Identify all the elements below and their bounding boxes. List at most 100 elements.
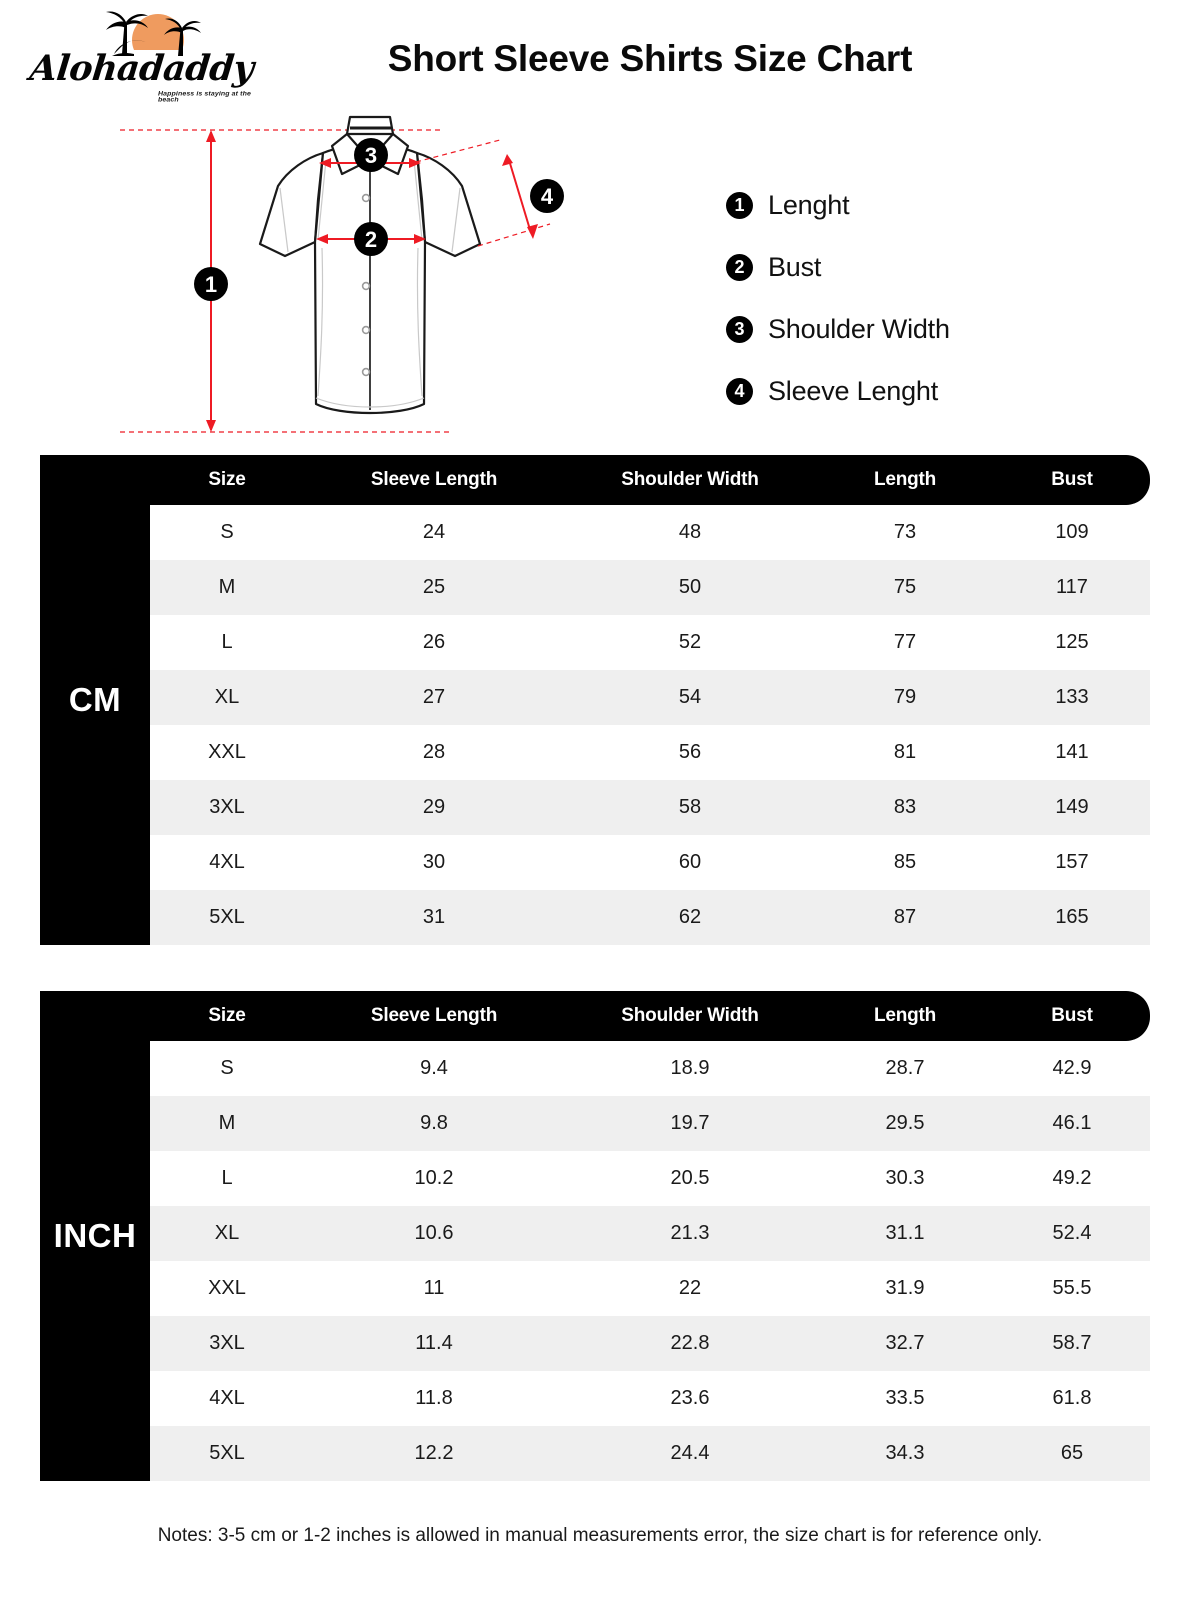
- cell-sleeve-length: 31: [304, 890, 564, 945]
- diagram-marker-3: 3: [354, 138, 388, 172]
- page-title: Short Sleeve Shirts Size Chart: [387, 38, 913, 79]
- cell-size: XXL: [150, 1261, 304, 1316]
- cell-length: 31.9: [816, 1261, 994, 1316]
- cell-shoulder-width: 56: [564, 725, 816, 780]
- cell-sleeve-length: 29: [304, 780, 564, 835]
- diagram-marker-2: 2: [354, 222, 388, 256]
- palm-sunset-icon: [106, 11, 201, 58]
- column-header-sleeve-length: Sleeve Length: [304, 455, 564, 505]
- measure-sleeve-guides: [415, 139, 551, 247]
- cell-size: XL: [150, 1206, 304, 1261]
- measure-sleeve-arrow: [502, 154, 538, 239]
- cell-shoulder-width: 52: [564, 615, 816, 670]
- cell-length: 87: [816, 890, 994, 945]
- table-row: XL 27 54 79 133: [150, 670, 1150, 725]
- table-row: 3XL 11.4 22.8 32.7 58.7: [150, 1316, 1150, 1371]
- table-row: 4XL 30 60 85 157: [150, 835, 1150, 890]
- brand-tagline: Happiness is staying at the beach: [158, 91, 251, 103]
- column-header-shoulder-width: Shoulder Width: [564, 455, 816, 505]
- cell-bust: 46.1: [994, 1096, 1150, 1151]
- cell-size: 5XL: [150, 1426, 304, 1481]
- cell-length: 32.7: [816, 1316, 994, 1371]
- column-header-length: Length: [816, 455, 994, 505]
- column-header-length: Length: [816, 991, 994, 1041]
- shirt-seam-lines: [279, 159, 461, 408]
- cm-table-body: S 24 48 73 109 M 25 50 75 117 L 26 52 77 125 XL 27 54 79 13…: [150, 505, 1150, 945]
- cell-size: XXL: [150, 725, 304, 780]
- brand-logo: Alohadaddy Happiness is staying at the b…: [28, 6, 268, 106]
- cell-size: S: [150, 505, 304, 560]
- diagram-marker-1: 1: [194, 267, 228, 301]
- cell-size: 4XL: [150, 835, 304, 890]
- table-row: L 10.2 20.5 30.3 49.2: [150, 1151, 1150, 1206]
- legend-badge-1-icon: 1: [726, 191, 753, 219]
- table-row: M 9.8 19.7 29.5 46.1: [150, 1096, 1150, 1151]
- column-header-bust: Bust: [994, 455, 1150, 505]
- cell-bust: 157: [994, 835, 1150, 890]
- cell-bust: 52.4: [994, 1206, 1150, 1261]
- cell-length: 75: [816, 560, 994, 615]
- table-row: XXL 11 22 31.9 55.5: [150, 1261, 1150, 1316]
- legend-label-bust: Bust: [768, 251, 822, 282]
- cell-shoulder-width: 23.6: [564, 1371, 816, 1426]
- table-row: S 24 48 73 109: [150, 505, 1150, 560]
- cell-length: 83: [816, 780, 994, 835]
- cell-size: M: [150, 560, 304, 615]
- cell-sleeve-length: 30: [304, 835, 564, 890]
- legend-label-length: Lenght: [768, 189, 850, 220]
- svg-text:4: 4: [541, 184, 554, 209]
- legend-item-shoulder-width: 3 Shoulder Width: [726, 298, 1146, 360]
- cell-bust: 109: [994, 505, 1150, 560]
- measurement-diagram: 1 2 3 4 1 Lenght 2 Bust 3 Shoulder Width…: [0, 104, 1200, 444]
- legend-label-shoulder-width: Shoulder Width: [768, 313, 950, 344]
- cell-shoulder-width: 18.9: [564, 1041, 816, 1096]
- cell-shoulder-width: 62: [564, 890, 816, 945]
- cm-unit-label: CM: [68, 681, 122, 718]
- cell-size: L: [150, 615, 304, 670]
- cell-shoulder-width: 20.5: [564, 1151, 816, 1206]
- cell-bust: 65: [994, 1426, 1150, 1481]
- cell-size: 5XL: [150, 890, 304, 945]
- table-row: 4XL 11.8 23.6 33.5 61.8: [150, 1371, 1150, 1426]
- cell-bust: 42.9: [994, 1041, 1150, 1096]
- cell-sleeve-length: 11.8: [304, 1371, 564, 1426]
- cell-shoulder-width: 50: [564, 560, 816, 615]
- notes-text: Notes: 3-5 cm or 1-2 inches is allowed i…: [157, 1525, 1043, 1546]
- column-header-size: Size: [150, 455, 304, 505]
- cell-length: 30.3: [816, 1151, 994, 1206]
- cm-unit-column: CM: [40, 455, 150, 945]
- cell-shoulder-width: 58: [564, 780, 816, 835]
- cm-size-table-block: CM Size Sleeve Length Shoulder Width Len…: [40, 455, 1150, 945]
- cell-length: 73: [816, 505, 994, 560]
- cell-sleeve-length: 11: [304, 1261, 564, 1316]
- inch-size-table: Size Sleeve Length Shoulder Width Length…: [150, 991, 1150, 1481]
- column-header-shoulder-width: Shoulder Width: [564, 991, 816, 1041]
- table-row: 5XL 31 62 87 165: [150, 890, 1150, 945]
- cell-shoulder-width: 54: [564, 670, 816, 725]
- cm-size-table: Size Sleeve Length Shoulder Width Length…: [150, 455, 1150, 945]
- cell-length: 77: [816, 615, 994, 670]
- measurement-legend: 1 Lenght 2 Bust 3 Shoulder Width 4 Sleev…: [726, 174, 1146, 422]
- inch-unit-column: INCH: [40, 991, 150, 1481]
- cell-sleeve-length: 25: [304, 560, 564, 615]
- cell-shoulder-width: 19.7: [564, 1096, 816, 1151]
- legend-item-bust: 2 Bust: [726, 236, 1146, 298]
- table-row: 5XL 12.2 24.4 34.3 65: [150, 1426, 1150, 1481]
- legend-badge-2-icon: 2: [726, 253, 753, 281]
- cell-shoulder-width: 24.4: [564, 1426, 816, 1481]
- svg-text:2: 2: [365, 227, 377, 252]
- cell-bust: 55.5: [994, 1261, 1150, 1316]
- brand-name: Alohadaddy: [27, 48, 256, 89]
- cell-sleeve-length: 10.6: [304, 1206, 564, 1261]
- column-header-sleeve-length: Sleeve Length: [304, 991, 564, 1041]
- cell-length: 81: [816, 725, 994, 780]
- cell-length: 33.5: [816, 1371, 994, 1426]
- legend-item-sleeve-length: 4 Sleeve Lenght: [726, 360, 1146, 422]
- legend-badge-3-icon: 3: [726, 315, 753, 343]
- cell-size: XL: [150, 670, 304, 725]
- legend-label-sleeve-length: Sleeve Lenght: [768, 375, 939, 406]
- cell-length: 31.1: [816, 1206, 994, 1261]
- table-row: S 9.4 18.9 28.7 42.9: [150, 1041, 1150, 1096]
- cell-sleeve-length: 11.4: [304, 1316, 564, 1371]
- cell-bust: 61.8: [994, 1371, 1150, 1426]
